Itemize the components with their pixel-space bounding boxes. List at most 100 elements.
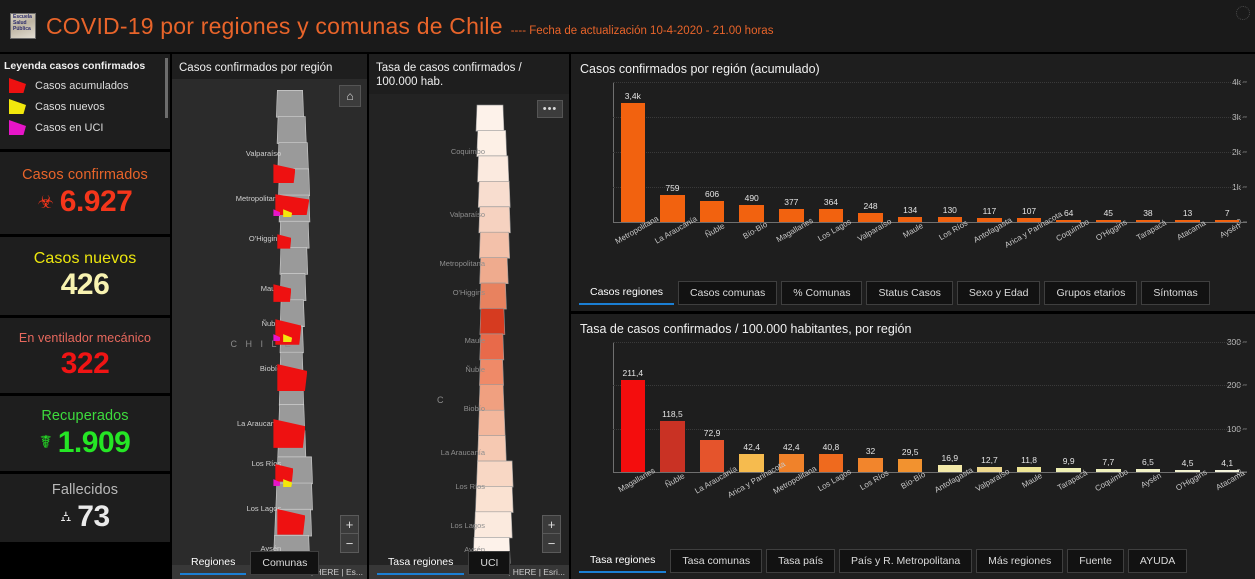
- tab-fuente[interactable]: Fuente: [1067, 549, 1124, 573]
- tab-tasa-regiones[interactable]: Tasa regiones: [579, 549, 667, 573]
- tab-m-s-regiones[interactable]: Más regiones: [976, 549, 1064, 573]
- bar-item[interactable]: 72,9: [692, 342, 732, 473]
- x-axis-tick-label: Aysén: [1218, 221, 1243, 240]
- tab-grupos-etarios[interactable]: Grupos etarios: [1044, 281, 1138, 306]
- tab-status-casos[interactable]: Status Casos: [866, 281, 953, 306]
- map-region-segment[interactable]: [279, 299, 305, 328]
- tab-tasa-comunas[interactable]: Tasa comunas: [670, 549, 763, 573]
- bar-item[interactable]: 4,1: [1207, 342, 1247, 473]
- map-case-wedge[interactable]: [277, 234, 292, 249]
- map-zoom-controls[interactable]: + −: [340, 515, 359, 553]
- map-case-wedge[interactable]: [273, 164, 296, 184]
- tab-pa-s-y-r-metropolitana[interactable]: País y R. Metropolitana: [839, 549, 973, 573]
- map-zoom-controls[interactable]: + −: [542, 515, 561, 553]
- map-canvas[interactable]: ••• + − Esri, HERE | Esri... Coquimbo Val…: [369, 93, 569, 579]
- map-new-case-wedge[interactable]: [283, 479, 293, 488]
- map-canvas[interactable]: ⌂ + − Esri, HERE | Es... Valparaíso Metro…: [172, 79, 367, 579]
- bar-item[interactable]: 9,9: [1049, 342, 1089, 473]
- bar-item[interactable]: 13: [1168, 82, 1208, 222]
- map-region-segment[interactable]: [479, 333, 505, 361]
- map-region-segment[interactable]: [479, 282, 507, 310]
- map-region-segment[interactable]: [279, 247, 309, 276]
- map-new-case-wedge[interactable]: [283, 209, 293, 218]
- zoom-in-button[interactable]: +: [341, 516, 358, 534]
- map-case-wedge[interactable]: [275, 464, 294, 482]
- map-case-wedge[interactable]: [273, 284, 292, 302]
- legend-wedge-icon: [9, 120, 26, 135]
- bar-item[interactable]: 38: [1128, 82, 1168, 222]
- kpi-title: En ventilador mecánico: [18, 330, 152, 345]
- bar-item[interactable]: 42,4: [732, 342, 772, 473]
- map-region-segment[interactable]: [478, 206, 511, 233]
- bar-item[interactable]: 211,4: [613, 342, 653, 473]
- bar-item[interactable]: 490: [732, 82, 772, 222]
- map-region-segment[interactable]: [477, 409, 506, 437]
- x-axis-label-slot: La Araucanía: [692, 464, 738, 495]
- tab-tasa-pa-s[interactable]: Tasa país: [766, 549, 836, 573]
- map-uci-case-wedge[interactable]: [273, 479, 281, 487]
- tab-ayuda[interactable]: AYUDA: [1127, 549, 1188, 573]
- bar-item[interactable]: 759: [653, 82, 693, 222]
- maptab-uci[interactable]: UCI: [468, 551, 511, 575]
- map-region-segment[interactable]: [275, 483, 313, 511]
- map-uci-case-wedge[interactable]: [273, 334, 281, 342]
- bar-item[interactable]: 4,5: [1168, 342, 1208, 473]
- tab-casos-regiones[interactable]: Casos regiones: [579, 281, 674, 306]
- bar-item[interactable]: 130: [930, 82, 970, 222]
- map-region-segment[interactable]: [479, 257, 509, 284]
- bar-item[interactable]: 3,4k: [613, 82, 653, 222]
- map-region-segment[interactable]: [276, 90, 304, 118]
- bar: [1175, 220, 1200, 222]
- map-region-segment[interactable]: [479, 358, 504, 386]
- bar-item[interactable]: 364: [811, 82, 851, 222]
- zoom-in-button[interactable]: +: [543, 516, 560, 534]
- map-region-segment[interactable]: [277, 142, 309, 171]
- map-region-segment[interactable]: [473, 511, 513, 539]
- home-icon[interactable]: ⌂: [339, 85, 361, 108]
- bar-item[interactable]: 40,8: [811, 342, 851, 473]
- bar-item[interactable]: 118,5: [653, 342, 693, 473]
- maptab-regiones[interactable]: Regiones: [180, 551, 247, 575]
- map-region-segment[interactable]: [477, 155, 510, 183]
- map-region-segment[interactable]: [475, 485, 514, 513]
- bar-item[interactable]: 107: [1009, 82, 1049, 222]
- map-new-case-wedge[interactable]: [283, 334, 293, 343]
- map-region-segment[interactable]: [476, 460, 514, 488]
- bar-item[interactable]: 7,7: [1089, 342, 1129, 473]
- bar-item[interactable]: 7: [1207, 82, 1247, 222]
- zoom-out-button[interactable]: −: [345, 535, 354, 551]
- bar-item[interactable]: 377: [772, 82, 812, 222]
- info-icon[interactable]: [1236, 6, 1250, 20]
- bar-item[interactable]: 16,9: [930, 342, 970, 473]
- bar-item[interactable]: 248: [851, 82, 891, 222]
- bar-item[interactable]: 12,7: [970, 342, 1010, 473]
- bar-item[interactable]: 42,4: [772, 342, 812, 473]
- map-region-segment[interactable]: [479, 307, 506, 335]
- bar-item[interactable]: 29,5: [890, 342, 930, 473]
- gridline: [613, 187, 1247, 188]
- map-region-segment[interactable]: [478, 231, 511, 259]
- bar-item[interactable]: 117: [970, 82, 1010, 222]
- map-region-segment[interactable]: [477, 180, 511, 208]
- maptab-tasa-regiones[interactable]: Tasa regiones: [377, 551, 465, 575]
- x-axis-line: [613, 222, 1247, 223]
- tab-s-ntomas[interactable]: Síntomas: [1141, 281, 1210, 306]
- bar-item[interactable]: 32: [851, 342, 891, 473]
- map-region-label: La Araucanía: [440, 447, 485, 457]
- tab-sexo-y-edad[interactable]: Sexo y Edad: [956, 281, 1041, 306]
- legend-scrollbar[interactable]: [165, 58, 168, 118]
- bar-item[interactable]: 6,5: [1128, 342, 1168, 473]
- maptab-comunas[interactable]: Comunas: [250, 551, 320, 575]
- zoom-out-button[interactable]: −: [547, 535, 556, 551]
- bar-item[interactable]: 64: [1049, 82, 1089, 222]
- map-region-segment[interactable]: [276, 116, 307, 145]
- tab-comunas[interactable]: % Comunas: [781, 281, 863, 306]
- bar-item[interactable]: 45: [1089, 82, 1129, 222]
- bar-item[interactable]: 606: [692, 82, 732, 222]
- map-uci-case-wedge[interactable]: [273, 209, 281, 217]
- bar-item[interactable]: 134: [890, 82, 930, 222]
- bar-item[interactable]: 11,8: [1009, 342, 1049, 473]
- tab-casos-comunas[interactable]: Casos comunas: [677, 281, 778, 306]
- map-region-segment[interactable]: [475, 104, 505, 132]
- more-options-icon[interactable]: •••: [537, 99, 563, 118]
